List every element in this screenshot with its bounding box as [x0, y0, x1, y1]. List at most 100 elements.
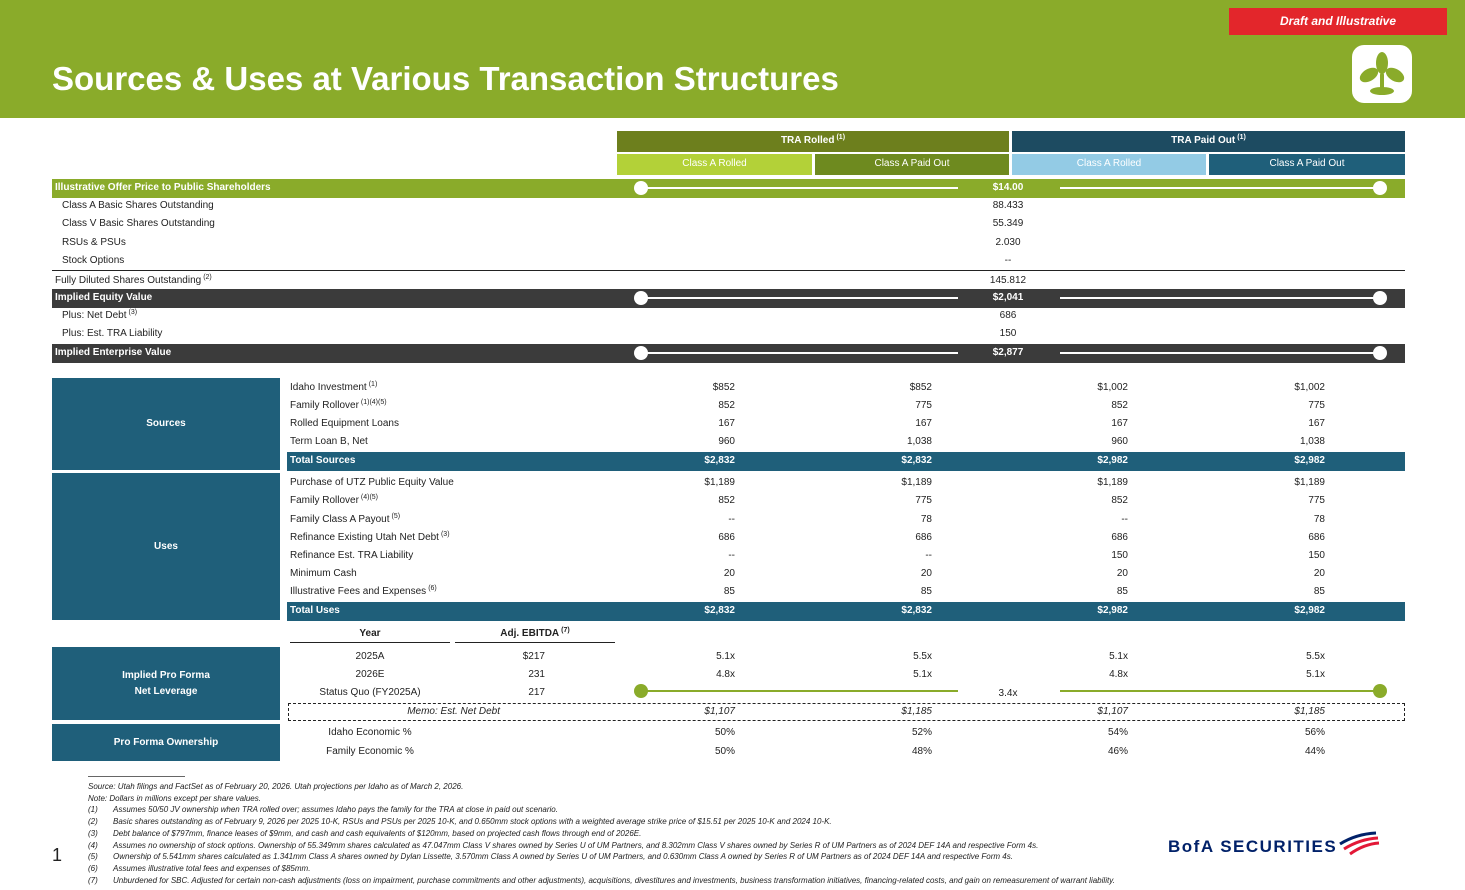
- year: Status Quo (FY2025A): [319, 687, 421, 698]
- cell-value: 85: [723, 586, 735, 597]
- label-text: Purchase of UTZ Public Equity Value: [290, 477, 454, 488]
- label-text: Total Sources: [290, 455, 356, 466]
- cell-value: 2.030: [995, 237, 1021, 248]
- slider-line: [641, 297, 958, 299]
- cell-value: $1,189: [1097, 477, 1128, 488]
- row-label: Class V Basic Shares Outstanding: [62, 217, 215, 231]
- section-box: Pro Forma Ownership: [52, 724, 280, 761]
- ebitda: 217: [528, 687, 545, 698]
- label-text: Illustrative Fees and Expenses: [290, 586, 427, 597]
- cell-value: 4.8x: [1109, 669, 1128, 680]
- column-label: Class A Rolled: [682, 158, 747, 169]
- band-value: $14.00: [992, 182, 1024, 193]
- cell-value: 85: [1116, 586, 1128, 597]
- cell-value: $852: [712, 382, 735, 393]
- cell-value: 50%: [714, 746, 735, 757]
- slider-dot: [634, 346, 648, 360]
- section-label: Pro Forma Ownership: [113, 736, 219, 748]
- section-label: Sources: [146, 418, 186, 429]
- slider-dot: [1373, 346, 1387, 360]
- row-label: Plus: Est. TRA Liability: [62, 327, 162, 341]
- cell-value: 54%: [1107, 727, 1128, 738]
- page-title: Sources & Uses at Various Transaction St…: [52, 60, 839, 97]
- cell-value: 20: [723, 568, 735, 579]
- row-label: Family Rollover (1)(4)(5): [290, 399, 387, 413]
- cell-value: 686: [1308, 532, 1325, 543]
- column-group: TRA Rolled (1): [617, 131, 1009, 152]
- footnote-text: Ownership of 5.541mm shares calculated a…: [113, 852, 1013, 862]
- cell-value: $2,832: [901, 605, 932, 616]
- total-band: [287, 602, 1405, 621]
- cell-value: 852: [718, 400, 735, 411]
- column-header: Class A Rolled: [617, 154, 812, 175]
- row-label: Family Class A Payout (5): [290, 513, 400, 527]
- cell-value: $2,982: [1097, 455, 1128, 466]
- group-label: TRA Rolled (1): [617, 134, 1009, 148]
- cell-value: 167: [1308, 418, 1325, 429]
- cell-value: $1,002: [1294, 382, 1325, 393]
- row-label: Refinance Est. TRA Liability: [290, 549, 413, 563]
- column-group: TRA Paid Out (1): [1012, 131, 1405, 152]
- cell-value: 50%: [714, 727, 735, 738]
- footnote-ref: (1): [836, 134, 846, 141]
- header-rule: [455, 642, 615, 643]
- year-header: Year: [359, 628, 381, 639]
- cell-value: 686: [1111, 532, 1128, 543]
- label-text: Illustrative Offer Price to Public Share…: [55, 182, 271, 193]
- cell-value: --: [728, 514, 735, 525]
- row-label: Idaho Investment (1): [290, 381, 377, 395]
- footnote-ref: (5): [391, 513, 401, 520]
- label-text: TRA Paid Out: [1171, 135, 1236, 146]
- slider-dot: [634, 181, 648, 195]
- cell-value: 5.1x: [716, 651, 735, 662]
- cell-value: 20: [920, 568, 932, 579]
- cell-value: 150: [999, 328, 1017, 339]
- footnote-ref: (1): [368, 381, 378, 388]
- footnote-text: Assumes illustrative total fees and expe…: [113, 863, 311, 873]
- footnote-text: Debt balance of $797mm, finance leases o…: [113, 828, 642, 838]
- cell-value: 4.8x: [716, 669, 735, 680]
- section-label: Uses: [154, 540, 178, 552]
- memo-box: [288, 703, 1405, 721]
- footnote-text: Assumes no ownership of stock options. O…: [113, 840, 1039, 850]
- cell-value: 150: [1308, 550, 1325, 561]
- section-label: Implied Pro Forma: [122, 669, 210, 681]
- cell-value: 775: [1308, 495, 1325, 506]
- label-text: RSUs & PSUs: [62, 237, 126, 248]
- header-rule: [290, 642, 450, 643]
- footnote-ref: (2): [203, 274, 212, 281]
- cell-value: $852: [909, 382, 932, 393]
- slider-line: [641, 690, 958, 692]
- logo: [1352, 45, 1412, 103]
- page-number: 1: [52, 845, 63, 865]
- label-text: Refinance Est. TRA Liability: [290, 550, 414, 561]
- cell-value: 167: [915, 418, 932, 429]
- row-label: RSUs & PSUs: [62, 236, 126, 250]
- header-band: [0, 0, 1465, 118]
- cell-value: $1,107: [704, 706, 735, 717]
- label-text: Refinance Existing Utah Net Debt: [290, 532, 439, 543]
- cell-value: $1,107: [1097, 706, 1128, 717]
- cell-value: 3.4x: [998, 688, 1018, 699]
- flag-icon: [1339, 831, 1380, 856]
- slider-line: [1060, 690, 1380, 692]
- label-text: Class V Basic Shares Outstanding: [62, 218, 215, 229]
- label-text: Idaho Investment: [290, 382, 367, 393]
- slider-dot: [1373, 181, 1387, 195]
- footnote-ref: (1)(4)(5): [360, 399, 387, 406]
- cell-value: 686: [999, 310, 1017, 321]
- cell-value: 88.433: [992, 200, 1024, 211]
- memo-label: Memo: Est. Net Debt: [407, 706, 500, 717]
- cell-value: $2,982: [1294, 605, 1325, 616]
- group-label: TRA Paid Out (1): [1012, 134, 1405, 148]
- cell-value: 78: [920, 514, 932, 525]
- slider-line: [641, 187, 958, 189]
- cell-value: --: [1121, 514, 1128, 525]
- column-label: Class A Paid Out: [1269, 158, 1345, 169]
- footnote-text: Note: Dollars in millions except per sha…: [88, 793, 261, 803]
- label-text: Fully Diluted Shares Outstanding: [55, 275, 202, 286]
- row-label: Minimum Cash: [290, 567, 357, 581]
- ebitda: $217: [522, 651, 545, 662]
- cell-value: 48%: [911, 746, 932, 757]
- year: 2025A: [355, 651, 385, 662]
